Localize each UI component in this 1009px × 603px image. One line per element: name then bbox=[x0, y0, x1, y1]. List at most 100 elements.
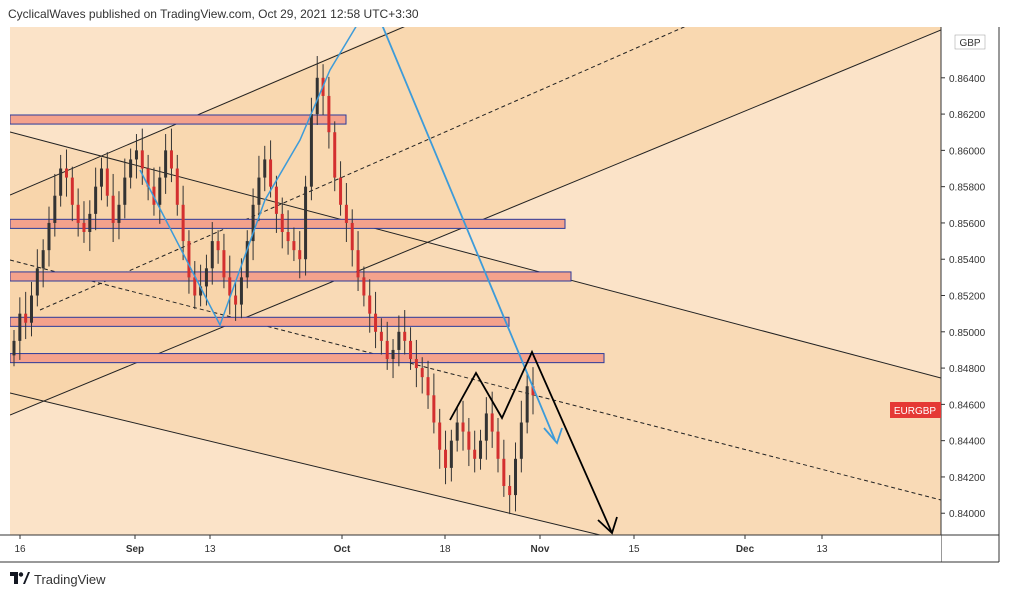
footer-brand[interactable]: TradingView bbox=[34, 572, 106, 587]
candle-body bbox=[525, 386, 529, 423]
candle-body bbox=[333, 132, 337, 178]
candle-body bbox=[158, 177, 162, 205]
candle-body bbox=[379, 331, 383, 341]
candle-body bbox=[257, 177, 261, 205]
candle-body bbox=[315, 77, 319, 115]
candle-body bbox=[531, 386, 535, 396]
candle-body bbox=[164, 150, 168, 178]
candle-body bbox=[234, 295, 238, 305]
candle-body bbox=[169, 150, 173, 169]
candle-body bbox=[356, 250, 360, 278]
price-zone[interactable] bbox=[10, 114, 347, 125]
blue-projection-path[interactable] bbox=[380, 20, 556, 441]
y-tick-label: 0.86200 bbox=[949, 110, 986, 121]
candle-body bbox=[239, 277, 243, 305]
x-tick-label: 15 bbox=[628, 544, 640, 555]
candle-body bbox=[111, 195, 115, 223]
candle-body bbox=[76, 204, 80, 223]
y-tick-label: 0.85400 bbox=[949, 255, 986, 266]
currency-label-box bbox=[954, 34, 986, 50]
candle-body bbox=[339, 177, 343, 205]
candle-body bbox=[175, 168, 179, 205]
candle-body bbox=[222, 250, 226, 278]
tradingview-logo-icon[interactable] bbox=[10, 572, 30, 587]
candle-body bbox=[292, 241, 296, 251]
candle-body bbox=[508, 486, 512, 496]
candle-body bbox=[420, 368, 424, 378]
candle-body bbox=[129, 159, 133, 178]
candle-body bbox=[35, 268, 39, 296]
descending-median-dashed-line[interactable] bbox=[10, 259, 941, 501]
candle-body bbox=[228, 277, 232, 296]
candle-body bbox=[403, 331, 407, 341]
price-zone[interactable] bbox=[10, 316, 510, 327]
candle-body bbox=[350, 222, 354, 251]
channel-median-dashed-line[interactable] bbox=[39, 20, 700, 311]
candle-body bbox=[496, 431, 500, 459]
candle-body bbox=[29, 295, 33, 323]
candle-body bbox=[210, 241, 214, 269]
channel-upper-line[interactable] bbox=[10, 20, 420, 196]
candle-body bbox=[181, 204, 185, 242]
x-tick-label: Dec bbox=[736, 544, 755, 555]
y-tick-label: 0.85800 bbox=[949, 183, 986, 194]
symbol-badge-label: EURGBP bbox=[894, 406, 937, 417]
candle-body bbox=[409, 340, 413, 360]
y-tick-label: 0.85600 bbox=[949, 219, 986, 230]
price-zone[interactable] bbox=[10, 353, 605, 364]
candle-body bbox=[391, 349, 395, 360]
candle-body bbox=[344, 204, 348, 223]
time-axis[interactable] bbox=[0, 535, 941, 562]
footer: TradingView bbox=[10, 572, 106, 587]
candle-body bbox=[199, 286, 203, 296]
candle-body bbox=[362, 277, 366, 296]
candle-body bbox=[490, 413, 494, 432]
candle-body bbox=[438, 422, 442, 450]
candle-body bbox=[12, 340, 16, 356]
candle-body bbox=[18, 313, 22, 341]
price-zone[interactable] bbox=[10, 218, 566, 229]
candle-body bbox=[414, 359, 418, 369]
y-tick-label: 0.84600 bbox=[949, 400, 986, 411]
candle-body bbox=[327, 95, 331, 133]
candle-body bbox=[146, 168, 150, 187]
candle-body bbox=[432, 395, 436, 423]
price-zone[interactable] bbox=[10, 271, 572, 282]
y-tick-label: 0.85200 bbox=[949, 292, 986, 303]
candle-body bbox=[298, 250, 302, 260]
black-head-shoulders-path[interactable] bbox=[449, 349, 613, 534]
x-tick-label: 13 bbox=[816, 544, 828, 555]
price-axis[interactable] bbox=[941, 27, 999, 535]
candle-body bbox=[467, 431, 471, 450]
candle-body bbox=[123, 177, 127, 205]
y-tick-label: 0.84000 bbox=[949, 509, 986, 520]
black-arrow-head bbox=[597, 516, 618, 535]
candle-body bbox=[134, 150, 138, 160]
currency-label: GBP bbox=[959, 38, 980, 49]
y-tick-label: 0.86000 bbox=[949, 146, 986, 157]
candle-body bbox=[204, 268, 208, 287]
candle-body bbox=[385, 340, 389, 360]
candle-body bbox=[461, 422, 465, 432]
candle-body bbox=[304, 186, 308, 260]
descending-lower-line[interactable] bbox=[10, 392, 601, 535]
x-tick-label: Oct bbox=[334, 544, 351, 555]
candle-body bbox=[64, 168, 68, 178]
candle-body bbox=[519, 422, 523, 459]
x-tick-label: Nov bbox=[531, 544, 550, 555]
candle-body bbox=[479, 440, 483, 459]
y-tick-label: 0.84400 bbox=[949, 437, 986, 448]
candle-body bbox=[251, 204, 255, 242]
candle-body bbox=[274, 186, 278, 214]
blue-wave-path-left[interactable] bbox=[139, 20, 360, 327]
candle-body bbox=[193, 277, 197, 296]
candle-body bbox=[53, 195, 57, 223]
x-tick-label: 18 bbox=[439, 544, 451, 555]
candle-body bbox=[374, 313, 378, 332]
symbol-badge[interactable] bbox=[890, 402, 941, 418]
blue-arrow-head bbox=[543, 427, 563, 445]
candle-body bbox=[94, 186, 98, 214]
plot-layer bbox=[10, 20, 941, 535]
